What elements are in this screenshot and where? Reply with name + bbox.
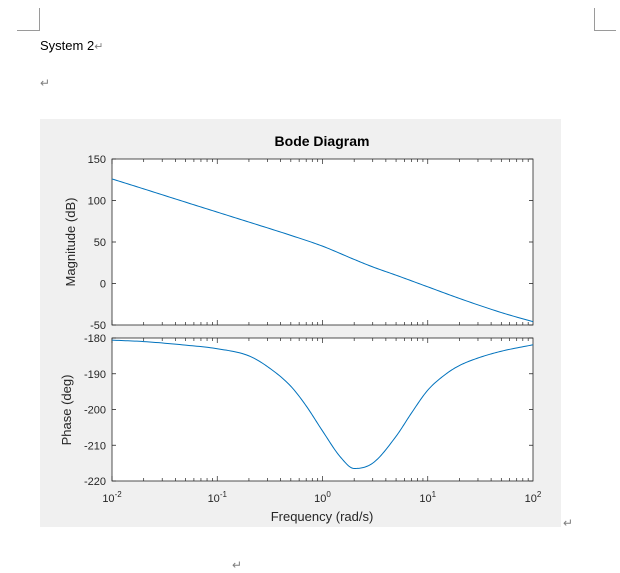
document-heading: System 2↵: [40, 38, 103, 53]
magnitude-y-tick-label: 0: [100, 279, 106, 291]
crop-mark-right-vertical: [594, 8, 595, 30]
magnitude-ylabel: Magnitude (dB): [63, 198, 78, 287]
magnitude-y-tick-label: 50: [94, 237, 106, 249]
phase-y-tick-label: -200: [84, 405, 106, 417]
crop-mark-left-vertical: [39, 8, 40, 30]
phase-y-tick-label: -180: [84, 333, 106, 345]
x-tick-label: 100: [314, 490, 331, 505]
magnitude-y-tick-label: 100: [88, 196, 106, 208]
paragraph-mark-icon: ↵: [94, 41, 104, 53]
phase-y-tick-label: -210: [84, 440, 106, 452]
x-tick-label: 102: [525, 490, 542, 505]
x-tick-label: 101: [419, 490, 436, 505]
x-axis-label: Frequency (rad/s): [271, 509, 374, 524]
x-tick-label: 10-1: [208, 490, 228, 505]
magnitude-y-tick-label: 150: [88, 154, 106, 166]
phase-panel: -180 -190 -200 -210 -220 Phase (deg): [59, 333, 534, 488]
phase-y-tick-label: -190: [84, 369, 106, 381]
x-tick-label: 10-2: [102, 490, 122, 505]
phase-axes-box: [111, 337, 534, 482]
magnitude-axes-box: [111, 158, 534, 326]
magnitude-series-line: [111, 178, 534, 323]
heading-text: System 2: [40, 38, 95, 53]
crop-mark-right-horizontal: [594, 30, 616, 31]
magnitude-y-tick-label: -50: [90, 320, 106, 332]
phase-ylabel: Phase (deg): [59, 375, 74, 446]
paragraph-mark-icon: ↵: [40, 76, 51, 90]
magnitude-panel: 150 100 50 0 -50 Magnitude (dB): [63, 154, 534, 332]
paragraph-mark-icon: ↵: [232, 558, 243, 572]
paragraph-mark-icon: ↵: [563, 516, 574, 530]
chart-title: Bode Diagram: [275, 133, 370, 149]
phase-y-tick-label: -220: [84, 476, 106, 488]
phase-series-line: [111, 339, 534, 469]
crop-mark-left-horizontal: [17, 30, 40, 31]
